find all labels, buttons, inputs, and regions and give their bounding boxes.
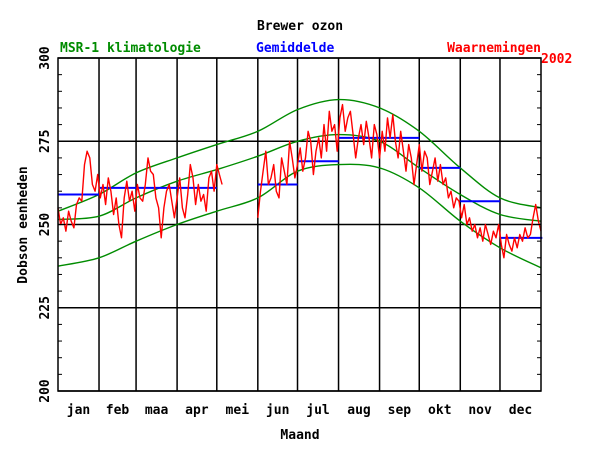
y-tick-label: 225 (38, 296, 53, 319)
y-tick-label: 200 (38, 379, 53, 403)
chart-title: Brewer ozon (257, 19, 343, 34)
legend-mean: Gemiddelde (256, 41, 334, 56)
climatology-mean-line (57, 133, 542, 222)
x-tick-label-maa: maa (145, 403, 169, 418)
y-axis-label: Dobson eenheden (16, 166, 31, 283)
axes-layer (57, 57, 542, 392)
y-tick-label: 275 (38, 130, 53, 153)
climatology-upper-line (57, 98, 542, 212)
x-tick-label-jan: jan (67, 403, 90, 418)
legend-year: 2002 (541, 52, 572, 67)
legend-climatology: MSR-1 klimatologie (60, 41, 201, 56)
y-tick-label: 250 (38, 213, 53, 237)
tick-label-layer: 200 225 250 275 300 jan feb maa apr mei jun jul aug s… (38, 46, 532, 418)
x-tick-label-apr: apr (185, 403, 209, 418)
x-tick-label-sep: sep (388, 403, 412, 418)
x-tick-label-dec: dec (509, 403, 532, 418)
x-tick-label-feb: feb (106, 403, 130, 418)
x-tick-label-mei: mei (226, 403, 250, 418)
x-tick-label-okt: okt (428, 403, 451, 418)
observation-line-1 (57, 150, 223, 239)
climatology-layer (57, 98, 542, 269)
x-tick-label-aug: aug (347, 403, 370, 418)
y-tick-label: 300 (38, 46, 53, 70)
grid-layer (58, 57, 541, 392)
x-tick-label-nov: nov (468, 403, 492, 418)
observation-layer (57, 103, 542, 259)
x-tick-label-jun: jun (266, 403, 289, 418)
observation-line-2 (257, 103, 542, 259)
legend-observations: Waarnemingen (447, 41, 541, 56)
climatology-lower-line (57, 163, 542, 269)
x-axis-label: Maand (280, 428, 319, 443)
x-tick-label-jul: jul (306, 403, 329, 418)
